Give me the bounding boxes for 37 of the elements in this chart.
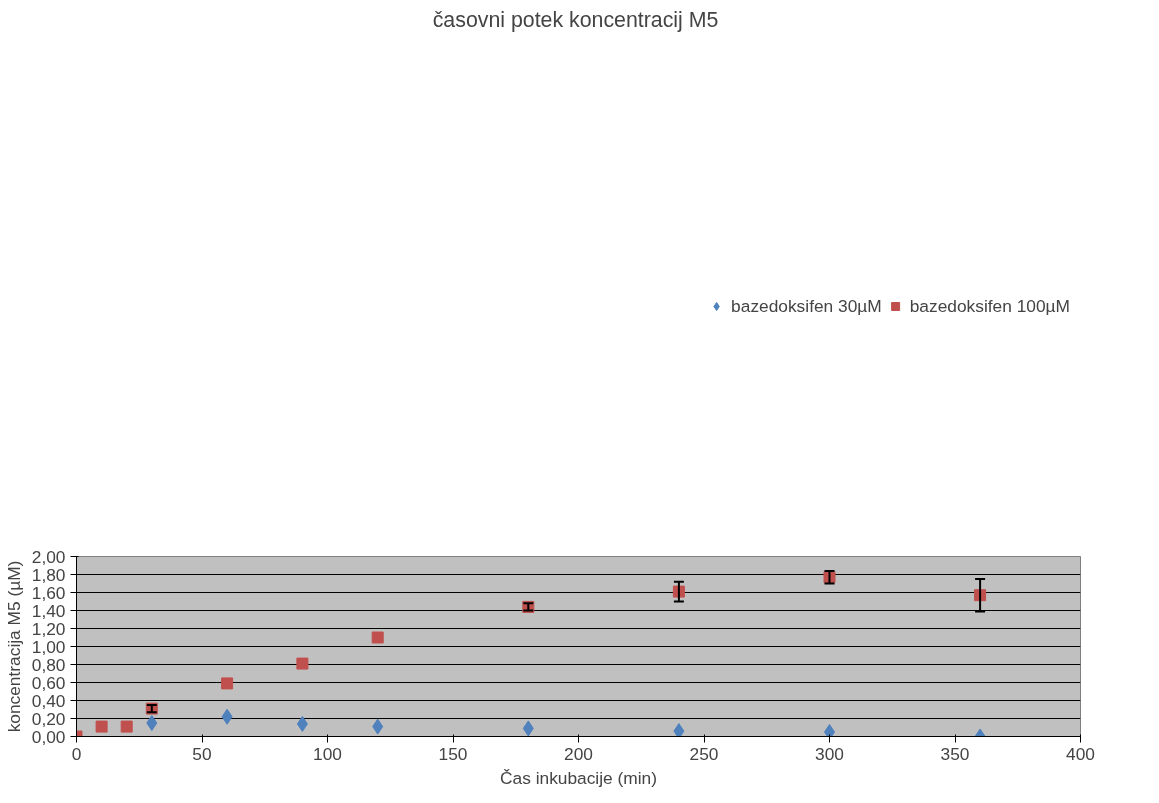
x-tick-label: 150 [438,743,468,764]
point [673,723,685,737]
y-tick-label: 0,80 [31,654,66,675]
y-tick-label: 0,20 [31,708,66,729]
point [296,715,308,732]
point [221,708,233,725]
point [221,677,234,690]
legend-label: bazedoksifen 30µM [731,295,882,317]
x-tick-label: 100 [313,743,342,764]
x-tick-label: 300 [815,743,844,764]
y-tick-label: 0,40 [31,690,66,711]
y-tick-label: 0,60 [31,672,66,693]
point [824,724,835,737]
legend-label: bazedoksifen 100µM [909,295,1070,317]
x-tick-label: 400 [1066,743,1095,764]
x-tick-label: 250 [689,743,719,764]
point [146,715,158,731]
point [371,631,384,644]
y-tick-label: 1,40 [31,600,66,621]
chart-title: časovni potek koncentracij M5 [432,7,719,32]
y-tick-label: 2,00 [31,546,66,567]
y-tick-label: 1,00 [31,636,66,657]
point [296,657,309,670]
point [120,720,133,733]
y-axis-title: koncentracija M5 (µM) [3,560,24,733]
x-tick-label: 350 [940,743,970,764]
y-tick-label: 1,80 [31,564,66,585]
x-tick-label: 0 [71,743,82,764]
point [95,720,108,733]
point [372,718,384,735]
y-tick-label: 0,00 [31,726,66,747]
y-tick-label: 1,60 [31,582,66,603]
x-tick-label: 50 [192,743,212,764]
y-tick-label: 1,20 [31,618,66,639]
x-axis-title: Čas inkubacije (min) [500,767,657,788]
point [522,720,534,737]
x-tick-label: 200 [564,743,593,764]
